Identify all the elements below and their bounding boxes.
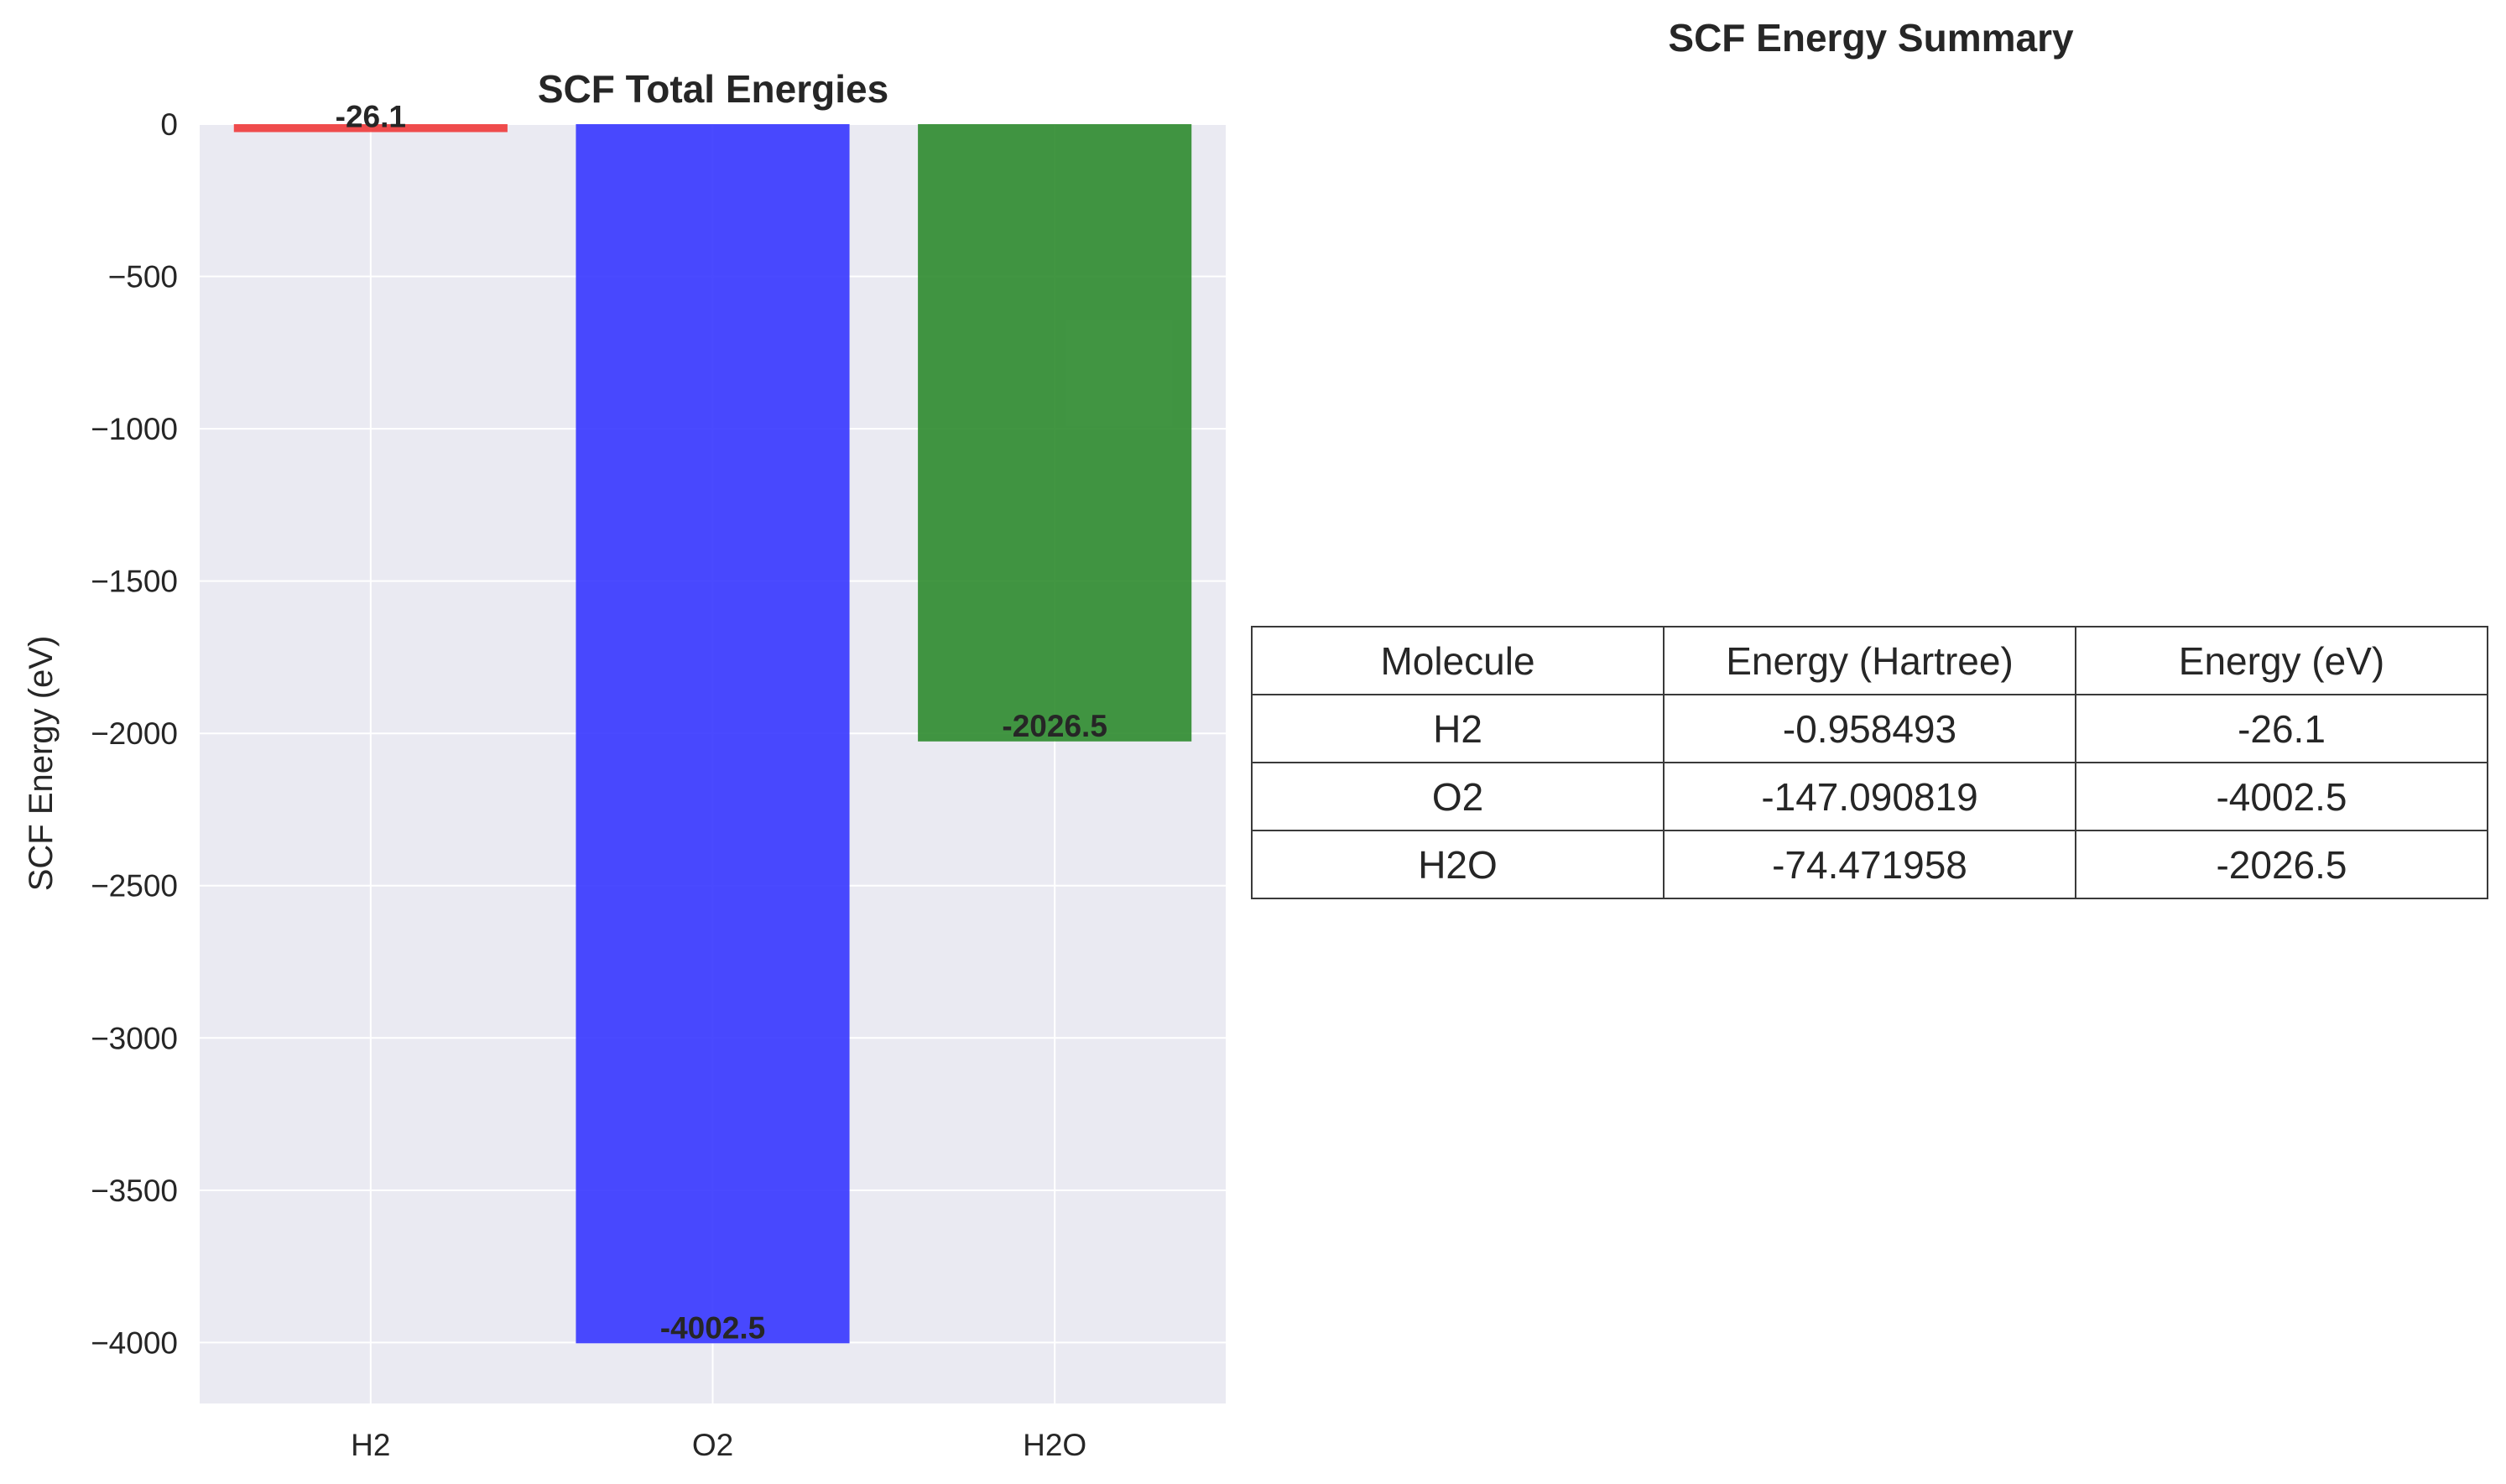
y-tick-label: −1500 — [91, 565, 178, 599]
bar-o2 — [576, 124, 850, 1344]
x-tick-label: O2 — [692, 1428, 733, 1462]
table-row: O2 -147.090819 -4002.5 — [1251, 762, 2488, 831]
y-tick-label: −3500 — [91, 1174, 178, 1208]
y-axis-ticks: 0 −500 −1000 −1500 −2000 −2500 −3000 −3500 −4000 — [91, 107, 178, 1360]
table-cell: -26.1 — [2075, 694, 2488, 763]
bars: -26.1 -4002.5 -2026.5 — [233, 99, 1192, 1345]
table-body: H2 -0.958493 -26.1 O2 -147.090819 -4002.5 H2O -… — [1251, 694, 2488, 899]
x-axis-ticks: H2 O2 H2O — [351, 1428, 1086, 1462]
y-tick-label: 0 — [160, 107, 178, 142]
bar-h2o — [918, 124, 1192, 742]
table-cell: H2 — [1251, 694, 1665, 763]
table-cell: H2O — [1251, 830, 1665, 899]
table-row: H2 -0.958493 -26.1 — [1251, 694, 2488, 763]
bar-value-label: -4002.5 — [660, 1310, 766, 1345]
y-tick-label: −1000 — [91, 412, 178, 446]
y-tick-label: −3000 — [91, 1021, 178, 1055]
chart-title: SCF Total Energies — [538, 67, 888, 111]
x-tick-label: H2 — [351, 1428, 390, 1462]
y-tick-label: −2500 — [91, 869, 178, 903]
y-tick-label: −2000 — [91, 716, 178, 751]
bar-h2 — [233, 124, 508, 133]
table-cell: -4002.5 — [2075, 762, 2488, 831]
table-column-header: Energy (eV) — [2075, 626, 2488, 695]
table-column-header: Energy (Hartree) — [1663, 626, 2076, 695]
table-cell: O2 — [1251, 762, 1665, 831]
table-cell: -74.471958 — [1663, 830, 2076, 899]
energy-summary-table: Molecule Energy (Hartree) Energy (eV) H2 -0… — [1251, 626, 2488, 899]
x-tick-label: H2O — [1023, 1428, 1086, 1462]
table-cell: -147.090819 — [1663, 762, 2076, 831]
bar-value-label: -2026.5 — [1002, 709, 1107, 743]
table-cell: -0.958493 — [1663, 694, 2076, 763]
y-tick-label: −4000 — [91, 1325, 178, 1360]
table-header-row: Molecule Energy (Hartree) Energy (eV) — [1251, 626, 2488, 695]
bar-value-label: -26.1 — [336, 99, 406, 133]
y-axis-label: SCF Energy (eV) — [23, 636, 60, 892]
table-title: SCF Energy Summary — [1668, 16, 2074, 60]
y-tick-label: −500 — [108, 260, 178, 294]
table-column-header: Molecule — [1251, 626, 1665, 695]
table-row: H2O -74.471958 -2026.5 — [1251, 830, 2488, 899]
table-cell: -2026.5 — [2075, 830, 2488, 899]
